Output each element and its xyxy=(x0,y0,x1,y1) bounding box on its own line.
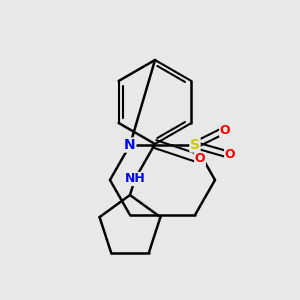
Text: O: O xyxy=(225,148,235,161)
Text: O: O xyxy=(220,124,230,136)
Text: S: S xyxy=(190,138,200,152)
Text: N: N xyxy=(124,138,136,152)
Text: O: O xyxy=(195,152,205,166)
Text: NH: NH xyxy=(124,172,146,185)
